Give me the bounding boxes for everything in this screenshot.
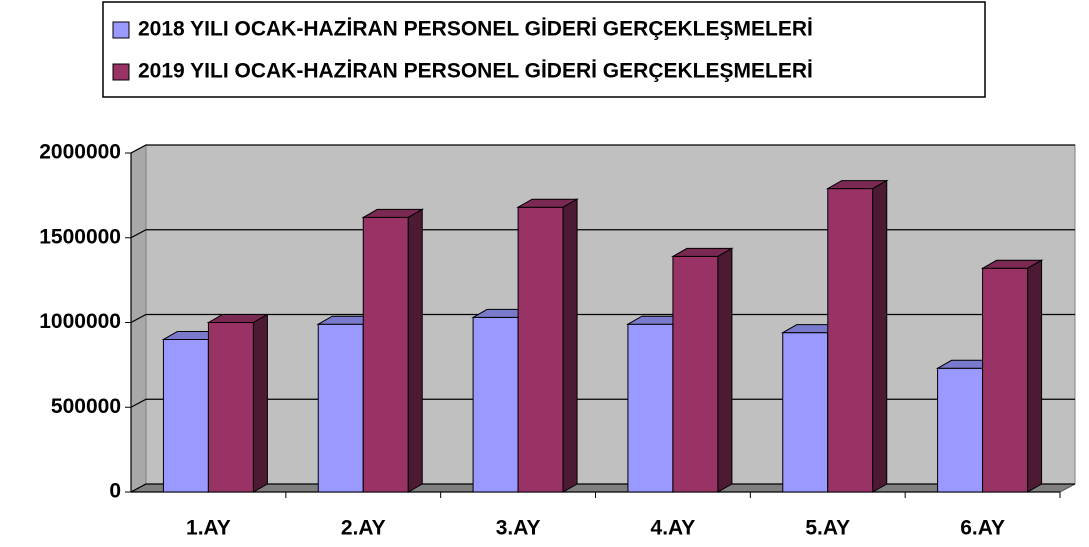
y-tick-label: 1000000 <box>39 310 121 333</box>
bar-front <box>672 255 719 493</box>
bar <box>671 247 734 493</box>
bar-front <box>627 323 674 493</box>
x-tick-label: 5.AY <box>805 517 850 540</box>
bar <box>361 208 425 493</box>
bar-front <box>937 367 984 493</box>
bar-front <box>362 216 409 493</box>
bar <box>206 313 270 493</box>
x-tick-label: 3.AY <box>496 517 541 540</box>
bar <box>825 179 889 493</box>
grid-line <box>130 229 1075 239</box>
bar-front <box>982 267 1029 493</box>
legend-swatch <box>112 63 130 81</box>
bar <box>980 259 1044 493</box>
grid-line <box>130 144 1075 154</box>
bar-side <box>1027 259 1043 493</box>
bar-front <box>207 322 254 493</box>
bar-front <box>517 206 564 493</box>
grid-line <box>130 313 1075 324</box>
bar-side <box>407 208 423 493</box>
bar-side <box>562 198 578 493</box>
bar-front <box>782 332 829 493</box>
legend-swatch <box>112 21 130 39</box>
y-tick-label: 500000 <box>51 395 121 418</box>
x-tick-label: 6.AY <box>960 517 1005 540</box>
bar-side <box>252 313 268 493</box>
legend-label: 2018 YILI OCAK-HAZİRAN PERSONEL GİDERİ G… <box>138 18 813 41</box>
bar <box>516 198 579 493</box>
x-tick-label: 4.AY <box>651 517 696 540</box>
bar-front <box>472 316 519 493</box>
bar-front <box>162 338 209 493</box>
floor <box>130 483 1076 493</box>
y-tick-label: 2000000 <box>39 141 121 164</box>
bar-front <box>317 323 364 493</box>
x-tick-label: 2.AY <box>341 517 386 540</box>
legend-box <box>102 1 986 98</box>
bar-side <box>717 247 733 493</box>
grid-line <box>130 483 1075 493</box>
y-tick-label: 0 <box>109 480 121 503</box>
bar-front <box>827 188 874 493</box>
legend-label: 2019 YILI OCAK-HAZİRAN PERSONEL GİDERİ G… <box>138 60 813 83</box>
x-tick-label: 1.AY <box>186 517 231 540</box>
grid-line <box>130 398 1075 408</box>
y-tick-label: 1500000 <box>39 225 121 248</box>
bar-side <box>872 179 888 493</box>
